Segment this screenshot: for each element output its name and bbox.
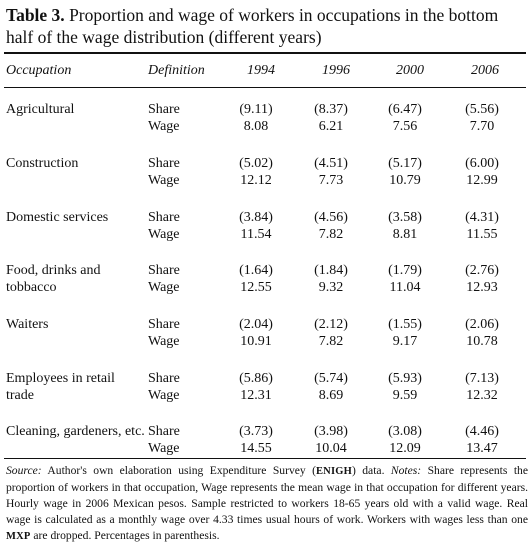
notes-label: Notes: (390, 464, 422, 477)
wage-cell: 9.59 (392, 388, 418, 403)
share-label: Share (148, 156, 180, 171)
share-cell: (3.98) (314, 424, 348, 439)
top-rule (4, 52, 526, 54)
share-cell: (5.93) (388, 371, 422, 386)
wage-label: Wage (148, 388, 180, 403)
share-cell: (6.00) (465, 156, 499, 171)
share-label: Share (148, 263, 180, 278)
table-caption: Table 3. Proportion and wage of workers … (6, 4, 526, 48)
occupation-name: Domestic services (6, 210, 109, 225)
header-year-2000: 2000 (396, 63, 424, 78)
share-cell: (2.12) (314, 317, 348, 332)
share-cell: (5.56) (465, 102, 499, 117)
wage-label: Wage (148, 334, 180, 349)
share-cell: (1.55) (388, 317, 422, 332)
source-end: ) data. (351, 464, 391, 477)
wage-cell: 11.55 (466, 227, 498, 242)
bottom-rule (4, 458, 526, 459)
notes-text: Share represents the proportion of worke… (6, 464, 528, 526)
wage-label: Wage (148, 173, 180, 188)
share-cell: (3.08) (388, 424, 422, 439)
wage-cell: 10.91 (240, 334, 272, 349)
occupation-name: Employees in retail trade (6, 371, 115, 403)
wage-cell: 13.47 (466, 441, 498, 456)
share-cell: (4.56) (314, 210, 348, 225)
wage-cell: 7.70 (469, 119, 495, 134)
header-year-2006: 2006 (471, 63, 499, 78)
wage-cell: 9.17 (392, 334, 418, 349)
wage-cell: 11.04 (389, 280, 421, 295)
source-label: Source: (6, 464, 42, 477)
share-cell: (1.84) (314, 263, 348, 278)
share-label: Share (148, 424, 180, 439)
wage-cell: 14.55 (240, 441, 272, 456)
notes-end: are dropped. Percentages in parenthesis. (30, 529, 220, 542)
share-cell: (5.02) (239, 156, 273, 171)
wage-cell: 10.78 (466, 334, 498, 349)
wage-cell: 12.12 (240, 173, 272, 188)
share-cell: (5.74) (314, 371, 348, 386)
occupation-name: Construction (6, 156, 79, 171)
header-year-1994: 1994 (247, 63, 275, 78)
wage-cell: 12.99 (466, 173, 498, 188)
wage-cell: 8.08 (243, 119, 269, 134)
occupation-name: Agricultural (6, 102, 75, 117)
header-occupation: Occupation (6, 63, 72, 78)
share-cell: (5.17) (388, 156, 422, 171)
wage-cell: 7.56 (392, 119, 418, 134)
share-cell: (4.46) (465, 424, 499, 439)
share-label: Share (148, 371, 180, 386)
wage-cell: 7.73 (318, 173, 344, 188)
mxp-abbrev: MXP (6, 531, 31, 542)
share-cell: (1.64) (239, 263, 273, 278)
enigh-abbrev: ENIGH (315, 466, 352, 477)
share-label: Share (148, 317, 180, 332)
wage-cell: 8.69 (318, 388, 344, 403)
caption-text: Proportion and wage of workers in occupa… (6, 5, 499, 47)
share-cell: (2.06) (465, 317, 499, 332)
wage-cell: 12.31 (240, 388, 272, 403)
share-cell: (2.04) (239, 317, 273, 332)
share-cell: (8.37) (314, 102, 348, 117)
table-notes: Source: Author's own elaboration using E… (6, 463, 528, 545)
wage-label: Wage (148, 119, 180, 134)
share-cell: (4.51) (314, 156, 348, 171)
share-cell: (7.13) (465, 371, 499, 386)
occupation-name: Food, drinks and tobbacco (6, 263, 101, 295)
share-cell: (1.79) (388, 263, 422, 278)
wage-cell: 12.93 (466, 280, 498, 295)
occupation-name: Waiters (6, 317, 49, 332)
header-definition: Definition (148, 63, 205, 78)
share-cell: (3.58) (388, 210, 422, 225)
share-cell: (9.11) (239, 102, 273, 117)
source-text: Author's own elaboration using Expenditu… (41, 464, 316, 477)
wage-cell: 9.32 (318, 280, 344, 295)
share-label: Share (148, 102, 180, 117)
share-cell: (6.47) (388, 102, 422, 117)
share-cell: (3.73) (239, 424, 273, 439)
wage-cell: 12.09 (389, 441, 421, 456)
wage-cell: 10.79 (389, 173, 421, 188)
share-cell: (3.84) (239, 210, 273, 225)
wage-cell: 7.82 (318, 227, 344, 242)
wage-cell: 6.21 (318, 119, 344, 134)
wage-label: Wage (148, 280, 180, 295)
wage-cell: 11.54 (240, 227, 272, 242)
header-rule (4, 87, 526, 88)
wage-cell: 10.04 (315, 441, 347, 456)
share-cell: (2.76) (465, 263, 499, 278)
wage-label: Wage (148, 441, 180, 456)
share-label: Share (148, 210, 180, 225)
share-cell: (5.86) (239, 371, 273, 386)
occupation-name: Cleaning, gardeners, etc. (6, 424, 145, 439)
caption-label: Table 3. (6, 5, 65, 25)
share-cell: (4.31) (465, 210, 499, 225)
wage-cell: 12.32 (466, 388, 498, 403)
wage-cell: 12.55 (240, 280, 272, 295)
wage-cell: 8.81 (392, 227, 418, 242)
wage-cell: 7.82 (318, 334, 344, 349)
wage-label: Wage (148, 227, 180, 242)
header-year-1996: 1996 (322, 63, 350, 78)
